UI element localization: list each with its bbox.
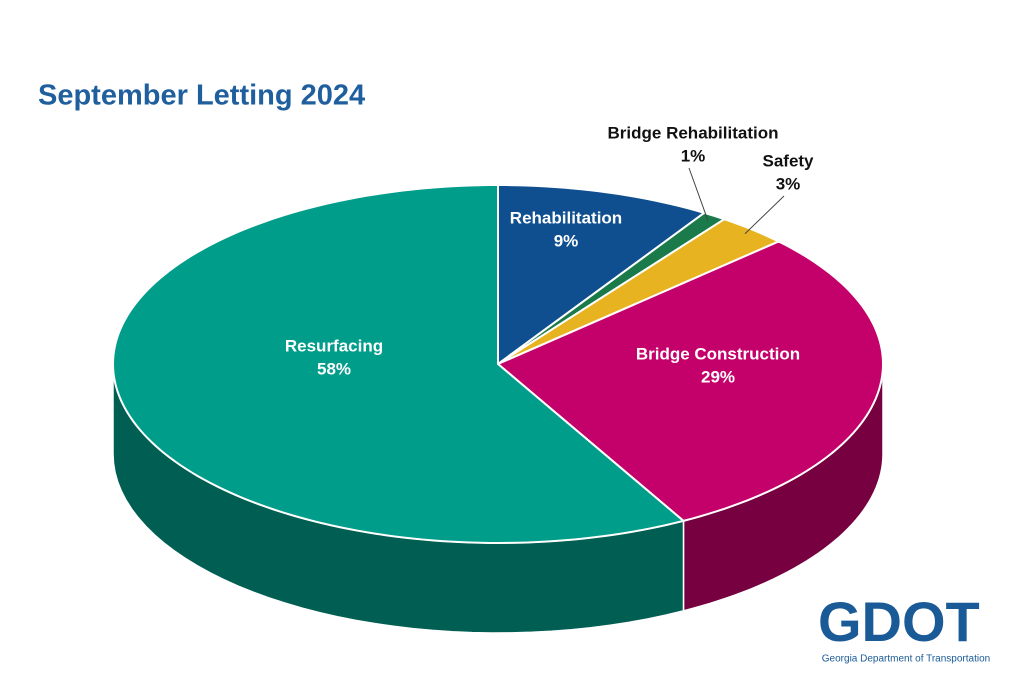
value-label: 29% [701, 367, 735, 386]
value-label: 3% [776, 174, 801, 193]
slice-label: Bridge Rehabilitation [608, 123, 779, 142]
logo-name: GDOT [818, 590, 980, 653]
labels: Rehabilitation 9% Bridge Rehabilitation 1% S… [285, 123, 814, 386]
value-label: 9% [554, 231, 579, 250]
logo-caption: Georgia Department of Transportation [822, 654, 990, 665]
value-label: 58% [317, 359, 351, 378]
slice [112, 183, 686, 544]
slice-label: Bridge Construction [636, 344, 800, 363]
slice [496, 240, 884, 522]
slice [497, 218, 782, 365]
chart-title: September Letting 2024 [38, 80, 365, 112]
slice-label: Resurfacing [285, 336, 383, 355]
leader-line [744, 195, 785, 235]
slice-label: Safety [762, 151, 814, 170]
slice [497, 183, 707, 366]
leader-line [688, 167, 709, 221]
value-label: 1% [681, 146, 706, 165]
slice-label: Rehabilitation [510, 208, 622, 227]
pie [112, 183, 884, 634]
